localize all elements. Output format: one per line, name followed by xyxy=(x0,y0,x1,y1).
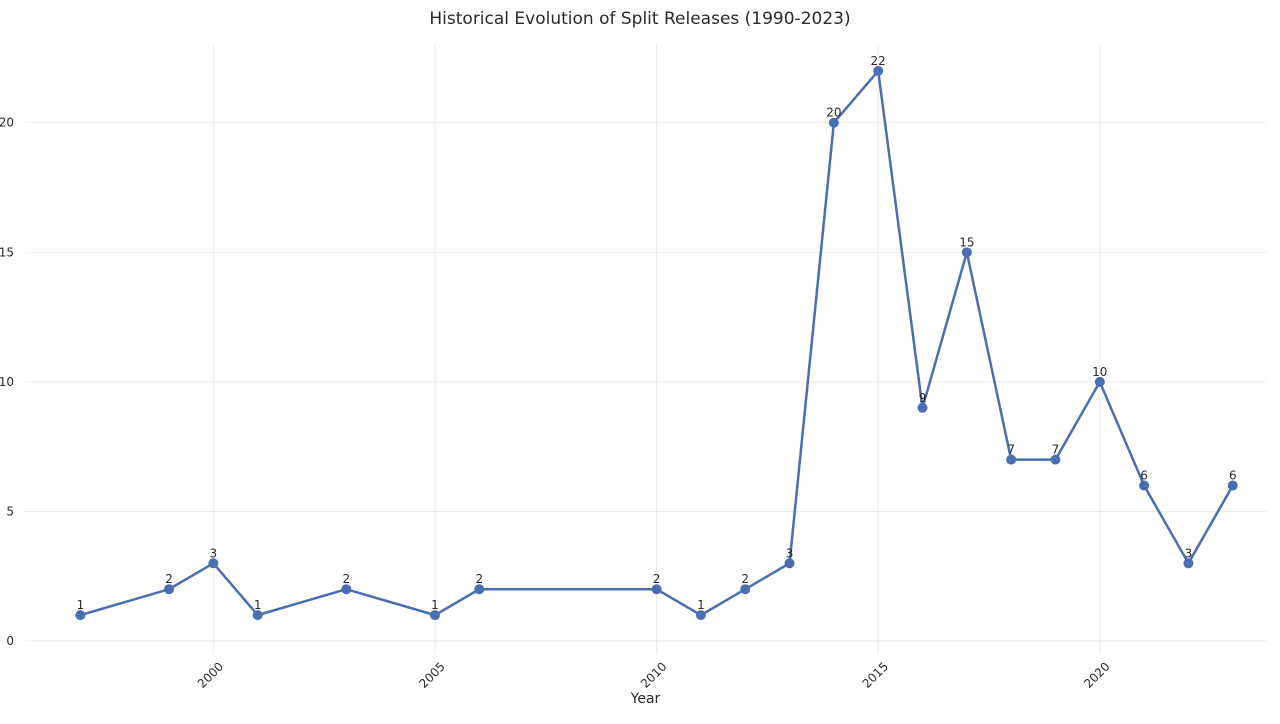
data-point xyxy=(341,584,352,595)
y-tick-label: 0 xyxy=(6,634,14,648)
data-label: 2 xyxy=(165,572,173,586)
data-label: 1 xyxy=(254,598,262,612)
data-label: 3 xyxy=(786,546,794,560)
x-tick-label: 2000 xyxy=(195,659,226,690)
data-point xyxy=(917,402,928,413)
y-tick-label: 15 xyxy=(0,245,14,259)
data-label: 1 xyxy=(697,598,705,612)
data-point xyxy=(1183,558,1194,569)
data-label: 2 xyxy=(653,572,661,586)
y-tick-label: 10 xyxy=(0,375,14,389)
data-point xyxy=(252,610,263,621)
data-point xyxy=(164,584,175,595)
data-label: 2 xyxy=(475,572,483,586)
data-label: 6 xyxy=(1140,469,1148,483)
data-label: 3 xyxy=(210,546,218,560)
data-point xyxy=(429,610,440,621)
data-point xyxy=(1094,376,1105,387)
data-point xyxy=(828,117,839,128)
x-tick-label: 2020 xyxy=(1081,659,1112,690)
y-tick-label: 20 xyxy=(0,116,14,130)
data-label: 7 xyxy=(1052,443,1060,457)
data-label: 7 xyxy=(1007,443,1015,457)
data-label: 3 xyxy=(1185,546,1193,560)
data-label: 2 xyxy=(741,572,749,586)
data-label: 2 xyxy=(343,572,351,586)
y-tick-label: 5 xyxy=(6,504,14,518)
data-point xyxy=(695,610,706,621)
data-label: 22 xyxy=(871,54,886,68)
chart-title: Historical Evolution of Split Releases (… xyxy=(429,9,851,29)
data-label: 20 xyxy=(826,106,841,120)
data-label: 10 xyxy=(1092,365,1107,379)
data-point xyxy=(75,610,86,621)
x-tick-label: 2010 xyxy=(638,659,669,690)
data-point xyxy=(1227,480,1238,491)
data-point xyxy=(873,65,884,76)
x-tick-label: 2005 xyxy=(416,659,447,690)
data-point xyxy=(1050,454,1061,465)
data-point xyxy=(784,558,795,569)
data-label: 1 xyxy=(77,598,85,612)
data-point xyxy=(651,584,662,595)
data-label: 1 xyxy=(431,598,439,612)
data-point xyxy=(740,584,751,595)
data-label: 15 xyxy=(959,235,974,249)
data-label: 9 xyxy=(919,391,927,405)
data-point xyxy=(1006,454,1017,465)
x-tick-label: 2015 xyxy=(860,659,891,690)
data-point xyxy=(1139,480,1150,491)
data-point xyxy=(208,558,219,569)
data-point xyxy=(961,247,972,258)
x-axis-label: Year xyxy=(630,691,661,707)
data-point xyxy=(474,584,485,595)
data-label: 6 xyxy=(1229,469,1237,483)
